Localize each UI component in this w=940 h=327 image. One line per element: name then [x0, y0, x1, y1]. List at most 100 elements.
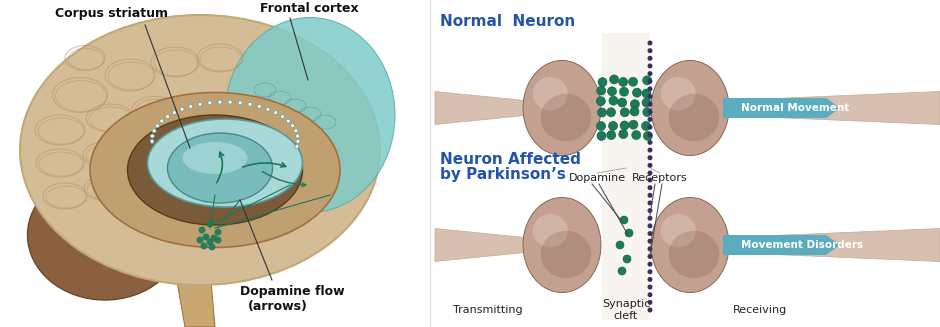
- Text: Receptors: Receptors: [633, 173, 688, 183]
- Circle shape: [207, 220, 213, 228]
- Circle shape: [629, 120, 638, 129]
- Circle shape: [597, 131, 606, 140]
- Ellipse shape: [661, 77, 696, 111]
- Circle shape: [648, 117, 652, 122]
- Bar: [0, 0, 415, 327]
- Text: Synaptic
cleft: Synaptic cleft: [602, 299, 650, 321]
- FancyArrowPatch shape: [216, 152, 224, 183]
- Circle shape: [202, 233, 210, 240]
- Circle shape: [207, 238, 213, 246]
- Circle shape: [625, 229, 633, 237]
- Bar: [602, 33, 650, 183]
- Text: Neuron Affected: Neuron Affected: [440, 152, 581, 167]
- Circle shape: [642, 98, 651, 107]
- Circle shape: [648, 94, 652, 99]
- Circle shape: [648, 109, 652, 114]
- Text: Dopamine: Dopamine: [569, 173, 625, 183]
- Ellipse shape: [128, 115, 303, 225]
- Circle shape: [648, 48, 652, 53]
- Circle shape: [238, 101, 243, 105]
- Circle shape: [172, 111, 177, 115]
- Circle shape: [631, 100, 639, 109]
- Circle shape: [211, 234, 217, 242]
- FancyArrow shape: [723, 235, 840, 255]
- Ellipse shape: [533, 214, 568, 247]
- Circle shape: [648, 132, 652, 137]
- Circle shape: [609, 96, 618, 105]
- Circle shape: [648, 292, 652, 297]
- Circle shape: [155, 124, 159, 128]
- Ellipse shape: [523, 198, 601, 292]
- Ellipse shape: [148, 119, 303, 207]
- Circle shape: [648, 254, 652, 259]
- Circle shape: [648, 239, 652, 244]
- Text: by Parkinson’s: by Parkinson’s: [440, 167, 566, 182]
- Polygon shape: [435, 229, 525, 262]
- Circle shape: [619, 87, 629, 96]
- Circle shape: [258, 104, 261, 109]
- Circle shape: [648, 200, 652, 205]
- Circle shape: [608, 121, 618, 130]
- Text: Receiving: Receiving: [733, 305, 787, 315]
- Circle shape: [643, 131, 652, 140]
- Circle shape: [648, 163, 652, 168]
- Circle shape: [648, 269, 652, 274]
- Text: Normal  Neuron: Normal Neuron: [440, 14, 575, 29]
- Circle shape: [294, 129, 298, 133]
- Circle shape: [200, 243, 208, 250]
- Circle shape: [648, 284, 652, 290]
- Polygon shape: [728, 229, 940, 262]
- FancyArrowPatch shape: [243, 163, 286, 167]
- Circle shape: [648, 223, 652, 228]
- Circle shape: [152, 129, 156, 133]
- Circle shape: [648, 185, 652, 190]
- Circle shape: [610, 75, 619, 84]
- Circle shape: [198, 227, 206, 233]
- FancyArrowPatch shape: [262, 171, 306, 187]
- Circle shape: [648, 63, 652, 68]
- Bar: [430, 0, 940, 327]
- Circle shape: [214, 236, 222, 244]
- Ellipse shape: [540, 94, 591, 141]
- Ellipse shape: [523, 60, 601, 156]
- Circle shape: [620, 121, 629, 130]
- Text: Frontal cortex: Frontal cortex: [260, 2, 359, 15]
- Ellipse shape: [27, 170, 182, 300]
- Ellipse shape: [225, 18, 395, 213]
- Circle shape: [616, 241, 624, 249]
- Text: (arrows): (arrows): [248, 300, 308, 313]
- Circle shape: [648, 300, 652, 305]
- Circle shape: [280, 114, 285, 119]
- Circle shape: [629, 77, 637, 86]
- Circle shape: [623, 255, 631, 263]
- Circle shape: [648, 102, 652, 107]
- Circle shape: [648, 277, 652, 282]
- Circle shape: [641, 122, 650, 130]
- Circle shape: [648, 147, 652, 153]
- Polygon shape: [728, 92, 940, 125]
- Text: Normal Movement: Normal Movement: [741, 103, 849, 113]
- Text: Corpus striatum: Corpus striatum: [55, 7, 168, 20]
- Circle shape: [597, 122, 605, 130]
- Circle shape: [295, 145, 299, 148]
- Circle shape: [208, 101, 212, 105]
- Circle shape: [150, 139, 154, 143]
- Circle shape: [642, 89, 651, 98]
- Circle shape: [597, 86, 605, 95]
- Circle shape: [165, 114, 169, 119]
- Circle shape: [150, 134, 154, 138]
- Circle shape: [606, 108, 616, 117]
- Circle shape: [606, 130, 616, 140]
- Bar: [602, 170, 650, 320]
- Circle shape: [596, 97, 605, 106]
- Circle shape: [648, 41, 652, 45]
- Text: Dopamine flow: Dopamine flow: [240, 285, 345, 298]
- Circle shape: [248, 102, 252, 106]
- Circle shape: [189, 104, 193, 109]
- Circle shape: [643, 76, 651, 85]
- Circle shape: [648, 193, 652, 198]
- Circle shape: [648, 71, 652, 76]
- Circle shape: [648, 208, 652, 213]
- Circle shape: [643, 108, 651, 117]
- Circle shape: [648, 178, 652, 182]
